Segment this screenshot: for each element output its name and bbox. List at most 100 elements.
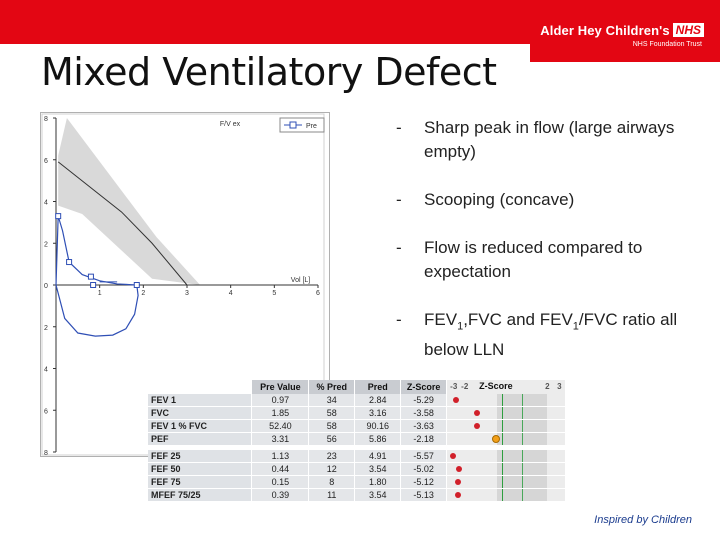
- pred-value: 4.91: [354, 449, 402, 463]
- y-tick-label: 2: [44, 241, 48, 248]
- z-score-cell: [446, 449, 566, 463]
- y-tick-label: 0: [44, 283, 48, 290]
- bullet-item: - Flow is reduced compared to expectation: [396, 238, 643, 281]
- x-tick-label: 5: [272, 290, 276, 297]
- pct-pred: 58: [308, 406, 356, 420]
- table-row: FEF 25 1.13 23 4.91 -5.57: [148, 449, 566, 463]
- predicted-band: [58, 118, 201, 285]
- pre-value: 52.40: [251, 419, 310, 433]
- pred-value: 2.84: [354, 394, 402, 407]
- table-row: FEV 1 % FVC 52.40 58 90.16 -3.63: [148, 419, 566, 433]
- title-band: [0, 44, 530, 106]
- z-score-plot: [447, 476, 565, 488]
- pct-pred: 8: [308, 475, 356, 489]
- header-z-plot: -3 -2 Z-Score 2 3: [446, 380, 566, 394]
- chart-title: F/V ex: [220, 121, 241, 128]
- z-score-cell: [446, 406, 566, 420]
- z-score-marker: [474, 410, 481, 416]
- header-pred: Pred: [354, 380, 402, 394]
- param-name: FEF 50: [148, 462, 253, 476]
- x-tick-label: 6: [316, 290, 320, 297]
- pct-pred: 11: [308, 488, 356, 502]
- param-name: FVC: [148, 406, 253, 420]
- pre-value: 3.31: [251, 432, 310, 446]
- z-score-cell: [446, 394, 566, 407]
- legend-label: Pre: [306, 123, 317, 130]
- table-row: PEF 3.31 56 5.86 -2.18: [148, 432, 566, 446]
- x-tick-label: 4: [229, 290, 233, 297]
- param-name: FEV 1 % FVC: [148, 419, 253, 433]
- table-header-row: Pre Value % Pred Pred Z-Score -3 -2 Z-Sc…: [148, 380, 566, 394]
- y-tick-label: 4: [44, 367, 48, 374]
- z-score-value: -5.02: [400, 462, 448, 476]
- z-score-marker: [453, 397, 460, 403]
- z-score-cell: [446, 475, 566, 489]
- pred-value: 5.86: [354, 432, 402, 446]
- pct-pred: 34: [308, 394, 356, 407]
- param-name: FEF 75: [148, 475, 253, 489]
- x-tick-label: 2: [141, 290, 145, 297]
- z-scale: -3 -2 Z-Score 2 3: [450, 381, 562, 391]
- z-score-plot: [447, 433, 565, 445]
- z-score-plot: [447, 420, 565, 432]
- pct-pred: 56: [308, 432, 356, 446]
- pre-value: 0.15: [251, 475, 310, 489]
- curve-marker: [66, 259, 73, 266]
- pct-pred: 58: [308, 419, 356, 433]
- pred-value: 3.54: [354, 462, 402, 476]
- pre-value: 1.13: [251, 449, 310, 463]
- y-tick-label: 8: [44, 116, 48, 123]
- y-tick-label: 6: [44, 408, 48, 415]
- table-row: MFEF 75/25 0.39 11 3.54 -5.13: [148, 488, 566, 502]
- z-score-marker: [473, 423, 480, 429]
- z-score-marker: [449, 453, 456, 459]
- pre-value: 1.85: [251, 406, 310, 420]
- z-score-marker: [455, 492, 462, 498]
- pre-value: 0.44: [251, 462, 310, 476]
- header-blank: [148, 380, 253, 394]
- results-table: Pre Value % Pred Pred Z-Score -3 -2 Z-Sc…: [148, 380, 566, 502]
- table-row: FEF 50 0.44 12 3.54 -5.02: [148, 462, 566, 476]
- z-score-cell: [446, 462, 566, 476]
- z-score-value: -2.18: [400, 432, 448, 446]
- pct-pred: 12: [308, 462, 356, 476]
- y-tick-label: 2: [44, 325, 48, 332]
- footer-tagline: Inspired by Children: [594, 514, 692, 526]
- z-score-marker: [492, 435, 500, 443]
- z-score-value: -3.58: [400, 406, 448, 420]
- param-name: PEF: [148, 432, 253, 446]
- table-row: FEF 75 0.15 8 1.80 -5.12: [148, 475, 566, 489]
- z-score-marker: [455, 479, 462, 485]
- z-score-value: -5.13: [400, 488, 448, 502]
- org-subtitle: NHS Foundation Trust: [632, 41, 702, 48]
- curve-marker: [55, 213, 62, 220]
- pre-value: 0.97: [251, 394, 310, 407]
- z-score-value: -5.29: [400, 394, 448, 407]
- bullet-item: - Scooping (concave): [396, 190, 575, 209]
- x-tick-label: 3: [185, 290, 189, 297]
- y-tick-label: 4: [44, 200, 48, 207]
- pred-value: 1.80: [354, 475, 402, 489]
- pre-value: 0.39: [251, 488, 310, 502]
- z-score-plot: [447, 394, 565, 406]
- org-name: Alder Hey Children's: [540, 23, 670, 38]
- z-score-plot: [447, 489, 565, 501]
- z-score-value: -5.12: [400, 475, 448, 489]
- x-tick-label: 1: [98, 290, 102, 297]
- inspiratory-curve: [55, 284, 139, 337]
- org-logo: Alder Hey Children's NHS NHS Foundation T…: [540, 22, 704, 48]
- z-score-cell: [446, 488, 566, 502]
- y-tick-label: 6: [44, 158, 48, 165]
- z-score-plot: [447, 407, 565, 419]
- param-name: FEF 25: [148, 449, 253, 463]
- nhs-badge: NHS: [672, 23, 704, 37]
- header-pre-value: Pre Value: [251, 380, 310, 394]
- z-score-cell: [446, 432, 566, 446]
- curve-marker: [133, 282, 140, 288]
- bullet-item: - Sharp peak in flow (large airways empty…: [396, 118, 675, 161]
- x-axis-label: Vol [L]: [291, 277, 311, 284]
- curve-marker: [87, 273, 94, 280]
- z-score-value: -3.63: [400, 419, 448, 433]
- table-row: FVC 1.85 58 3.16 -3.58: [148, 406, 566, 420]
- bullet-list: - Sharp peak in flow (large airways empty…: [396, 116, 706, 386]
